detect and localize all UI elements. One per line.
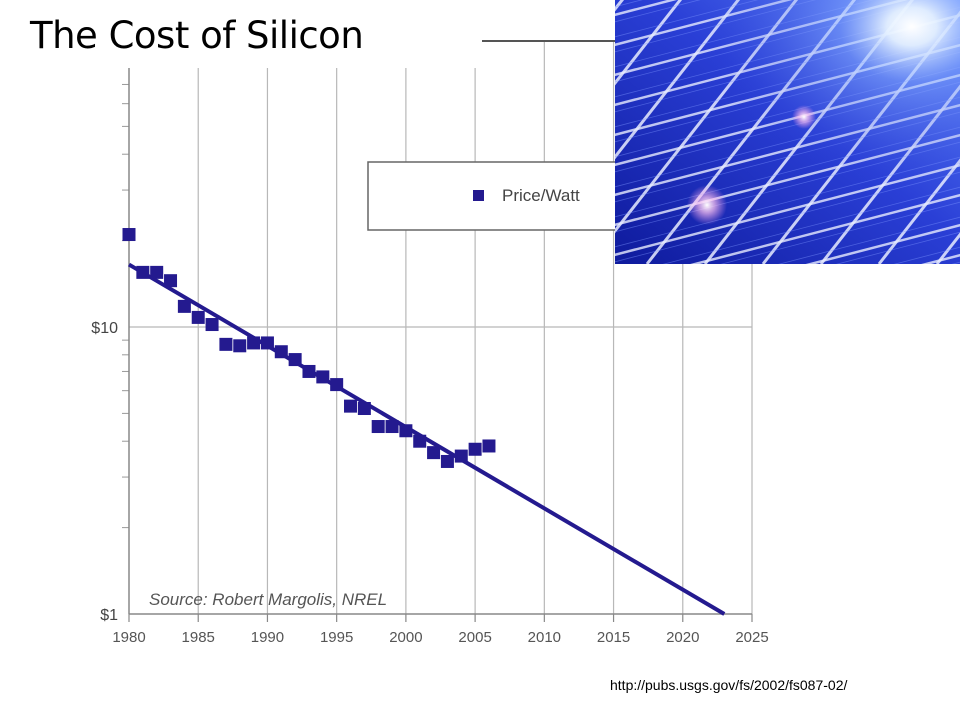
x-tick-label: 1980: [112, 629, 145, 646]
tick-labels: 1980 1985 1990 1995 2000 2005 2010 2015 2020 2025…: [91, 320, 768, 646]
x-tick-label: 1995: [320, 629, 353, 646]
data-point: [440, 454, 454, 468]
data-points-layer: [122, 228, 496, 468]
x-tick-label: 2020: [666, 629, 699, 646]
data-point: [413, 434, 427, 448]
data-point: [274, 345, 288, 359]
data-point: [330, 378, 344, 392]
data-point: [164, 274, 178, 288]
x-tick-label: 1990: [251, 629, 284, 646]
data-point: [177, 299, 191, 313]
data-point: [468, 442, 482, 456]
x-tick-label: 2025: [735, 629, 768, 646]
chart-legend: Price/Watt: [367, 161, 639, 231]
y-tick-label: $10: [91, 320, 118, 337]
x-tick-label: 2015: [597, 629, 630, 646]
data-point: [122, 228, 136, 242]
chart-source-annotation: Source: Robert Margolis, NREL: [149, 590, 387, 609]
data-point: [399, 424, 413, 438]
data-point: [219, 337, 233, 351]
legend-entry-price-per-watt: Price/Watt: [502, 186, 580, 205]
data-point: [482, 439, 496, 453]
data-point: [205, 318, 219, 332]
data-point: [247, 336, 261, 350]
data-point: [316, 370, 330, 384]
x-tick-label: 1985: [182, 629, 215, 646]
trend-line: [127, 262, 726, 616]
source-url: http://pubs.usgs.gov/fs/2002/fs087-02/: [610, 677, 848, 693]
legend-marker: [473, 190, 484, 201]
data-point: [385, 420, 399, 434]
data-point: [260, 336, 274, 350]
legend-box: [367, 161, 639, 231]
x-tick-label: 2000: [389, 629, 422, 646]
x-tick-label: 2010: [528, 629, 561, 646]
data-point: [371, 420, 385, 434]
data-point: [191, 310, 205, 324]
solar-panel-photo: [615, 0, 960, 264]
y-tick-label: $1: [100, 607, 118, 624]
data-point: [150, 265, 164, 279]
chart-axes: [122, 68, 753, 622]
slide-title: The Cost of Silicon: [30, 14, 364, 57]
data-point: [288, 353, 302, 367]
trend-line-layer: [127, 262, 726, 616]
lens-flare: [687, 185, 727, 225]
x-tick-label: 2005: [458, 629, 491, 646]
data-point: [233, 339, 247, 353]
data-point: [136, 265, 150, 279]
data-point: [454, 449, 468, 463]
data-point: [357, 402, 371, 416]
data-point: [427, 446, 441, 460]
lens-flare: [792, 105, 816, 129]
data-point: [302, 364, 316, 378]
data-point: [344, 399, 358, 413]
